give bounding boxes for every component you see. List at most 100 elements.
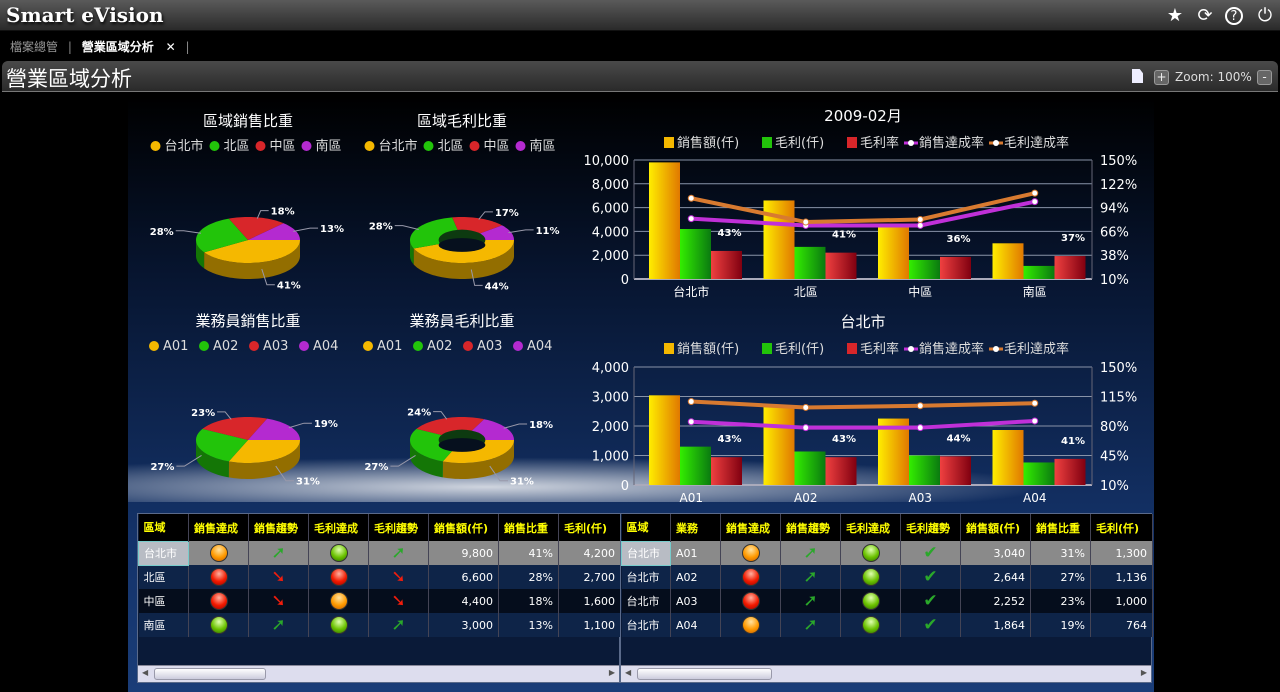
legend-dot xyxy=(301,141,312,151)
legend-label: 中區 xyxy=(270,139,296,154)
tab-close-icon[interactable]: ✕ xyxy=(165,40,176,54)
share-cell: 19% xyxy=(1030,613,1091,637)
scrollbar-thumb[interactable] xyxy=(637,668,772,680)
series-line xyxy=(691,418,1035,430)
chart-legend: 銷售額(仟) 毛利(仟) 毛利率 銷售達成率 毛利達成率 xyxy=(664,341,1069,357)
legend-item: A02 xyxy=(199,339,238,354)
column-header[interactable]: 毛利趨勢 xyxy=(900,514,961,541)
bar-profit xyxy=(1023,265,1055,279)
pie-data-label: 18% xyxy=(271,207,295,218)
table-row[interactable]: 台北市 A02 ➚ ✔ 2,644 27% 1,136 xyxy=(621,565,1153,589)
red-light-icon xyxy=(209,568,228,586)
green-light-icon xyxy=(209,616,228,634)
table-row[interactable]: 南區 ➚ ➚ 3,000 13% 1,100 xyxy=(138,613,621,637)
column-header[interactable]: 銷售達成 xyxy=(720,514,781,541)
column-header[interactable]: 毛利趨勢 xyxy=(368,514,429,541)
sales-cell: 9,800 xyxy=(428,541,499,565)
legend-label: A02 xyxy=(213,339,238,354)
pie-slice-side xyxy=(442,440,514,479)
document-icon[interactable] xyxy=(1132,69,1143,83)
column-header[interactable]: 毛利達成 xyxy=(308,514,369,541)
orange-light-icon xyxy=(741,544,760,562)
sales-status-cell xyxy=(720,589,781,613)
column-header[interactable]: 區域 xyxy=(138,514,189,541)
column-header[interactable]: 銷售比重 xyxy=(1030,514,1091,541)
horizontal-scrollbar[interactable]: ◀ ▶ xyxy=(621,665,1151,682)
legend-label: 台北市 xyxy=(379,138,418,154)
trend-down-icon: ➘ xyxy=(271,567,286,587)
x-tick-label: 北區 xyxy=(794,285,818,299)
legend-label: 毛利(仟) xyxy=(775,136,824,151)
bar-margin xyxy=(1054,458,1086,485)
column-header[interactable]: 銷售趨勢 xyxy=(248,514,309,541)
legend-item: 毛利率 xyxy=(847,135,899,151)
region-cell: 台北市 xyxy=(621,589,671,613)
sales-status-cell xyxy=(188,541,249,565)
zoom-in-button[interactable]: + xyxy=(1154,70,1169,85)
pie-leader-line xyxy=(489,465,508,482)
sales-cell: 3,000 xyxy=(428,613,499,637)
pie-leader-line xyxy=(275,465,294,482)
profit-trend-cell: ➘ xyxy=(368,589,429,613)
legend-label: 北區 xyxy=(224,139,250,154)
legend-item: 台北市 xyxy=(150,138,204,154)
pie-data-label: 17% xyxy=(495,208,519,219)
legend-label: 毛利(仟) xyxy=(775,342,824,357)
column-header[interactable]: 毛利(仟) xyxy=(558,514,621,541)
column-header[interactable]: 毛利達成 xyxy=(840,514,901,541)
tab-divider: | xyxy=(185,40,190,54)
help-icon[interactable]: ? xyxy=(1225,7,1243,25)
bar-profit xyxy=(909,259,940,279)
bar-sales xyxy=(992,243,1024,279)
y-tick-label: 4,000 xyxy=(592,361,629,376)
pie-data-label: 31% xyxy=(510,477,534,488)
table-row[interactable]: 台北市 A03 ➚ ✔ 2,252 23% 1,000 xyxy=(621,589,1153,613)
tab-file-explorer[interactable]: 檔案總管 xyxy=(10,40,59,54)
pie-slice-side xyxy=(228,440,300,479)
profit-status-cell xyxy=(308,541,369,565)
column-header[interactable]: 銷售比重 xyxy=(498,514,559,541)
table-row[interactable]: 台北市 A01 ➚ ✔ 3,040 31% 1,300 xyxy=(621,540,1153,566)
red-light-icon xyxy=(209,592,228,610)
x-tick-label: A03 xyxy=(909,491,932,505)
green-light-icon xyxy=(861,592,880,610)
refresh-icon[interactable]: ⟳ xyxy=(1197,5,1213,26)
bar-sales xyxy=(649,162,680,279)
region-cell: 台北市 xyxy=(621,565,671,589)
profit-status-cell xyxy=(840,541,901,565)
legend-item: A04 xyxy=(513,339,552,354)
horizontal-scrollbar[interactable]: ◀ ▶ xyxy=(138,665,619,682)
legend-label: 銷售額(仟) xyxy=(677,135,739,151)
star-icon[interactable]: ★ xyxy=(1166,5,1184,26)
chart-title: 區域毛利比重 xyxy=(417,112,507,130)
bar-sales xyxy=(763,407,795,485)
table-row[interactable]: 台北市 A04 ➚ ✔ 1,864 19% 764 xyxy=(621,613,1153,637)
legend-label: 北區 xyxy=(438,139,464,154)
zoom-out-button[interactable]: - xyxy=(1257,70,1272,85)
tab-region-analysis[interactable]: 營業區域分析 xyxy=(81,40,154,54)
column-header[interactable]: 銷售趨勢 xyxy=(780,514,841,541)
table-row[interactable]: 台北市 ➚ ➚ 9,800 41% 4,200 xyxy=(138,540,621,566)
green-light-icon xyxy=(329,616,348,634)
scrollbar-thumb[interactable] xyxy=(154,668,266,680)
table-row[interactable]: 北區 ➘ ➘ 6,600 28% 2,700 xyxy=(138,565,621,589)
column-header[interactable]: 業務 xyxy=(670,514,721,541)
pie-slice xyxy=(204,240,300,263)
profit-trend-cell: ✔ xyxy=(900,589,961,613)
bar-profit xyxy=(1023,462,1055,485)
green-light-icon xyxy=(861,616,880,634)
power-icon[interactable]: ⏻ xyxy=(1257,5,1273,26)
pie-leader-line xyxy=(508,229,534,234)
profit-status-cell xyxy=(840,589,901,613)
column-header[interactable]: 銷售額(仟) xyxy=(428,514,499,541)
column-header[interactable]: 銷售達成 xyxy=(188,514,249,541)
table-row[interactable]: 中區 ➘ ➘ 4,400 18% 1,600 xyxy=(138,589,621,613)
chart-title: 業務員毛利比重 xyxy=(409,312,514,330)
profit-status-cell xyxy=(308,613,369,637)
column-header[interactable]: 毛利(仟) xyxy=(1090,514,1153,541)
column-header[interactable]: 區域 xyxy=(621,514,671,541)
rep-cell: A03 xyxy=(670,589,721,613)
pie-slice xyxy=(228,217,284,240)
y-tick-label: 10,000 xyxy=(584,154,630,169)
column-header[interactable]: 銷售額(仟) xyxy=(960,514,1031,541)
